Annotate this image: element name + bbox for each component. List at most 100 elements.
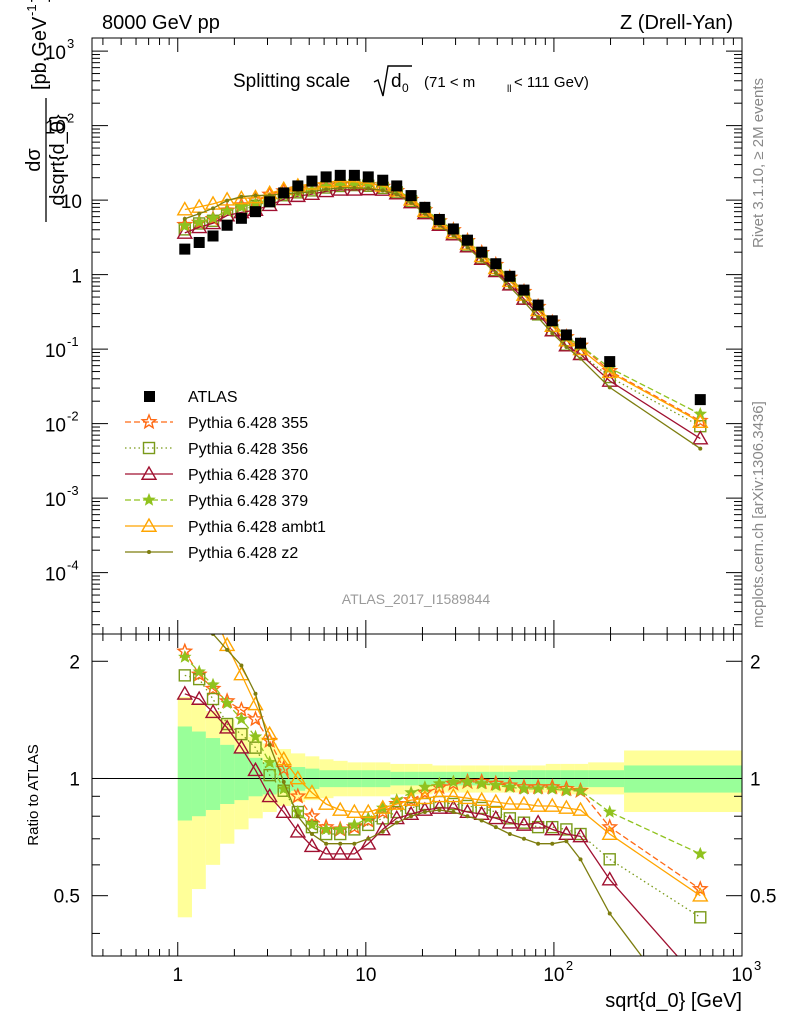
ratio-line (184, 693, 679, 956)
dot-marker (253, 691, 258, 696)
star-marker-filled (446, 774, 461, 788)
star-marker (190, 665, 208, 682)
dot-marker (309, 832, 314, 837)
legend-label: Pythia 6.428 370 (188, 467, 308, 484)
triangle-marker (289, 770, 307, 785)
y-tick-label: 10 (45, 341, 66, 362)
y-label-unit-end: ] (29, 0, 51, 2)
dot-marker (352, 841, 357, 846)
triangle-marker (218, 719, 236, 734)
star-marker-filled (234, 199, 249, 213)
y-tick-label: 10 (45, 118, 66, 139)
atlas-data-point (320, 171, 332, 183)
triangle-marker (515, 816, 533, 831)
dot-marker (521, 836, 526, 841)
dot-marker (338, 185, 343, 190)
square-marker (390, 805, 403, 819)
dot-marker (437, 807, 442, 812)
triangle-marker (416, 789, 434, 805)
dot-marker (493, 825, 498, 830)
square-marker (142, 441, 156, 455)
star-marker (416, 783, 434, 800)
star-marker-filled (693, 407, 708, 420)
dot-marker (239, 663, 244, 668)
y-tick-label-exponent: -4 (67, 558, 79, 573)
atlas-data-point (179, 243, 191, 255)
triangle-marker (692, 430, 709, 445)
atlas-data-point (377, 174, 389, 186)
atlas-data-point (560, 329, 572, 341)
star-marker-filled (489, 778, 503, 792)
triangle-marker (572, 827, 589, 843)
stat-uncertainty-band (220, 744, 235, 804)
dot-marker (225, 647, 230, 652)
square-marker (531, 820, 545, 834)
atlas-data-point (249, 206, 261, 218)
triangle-marker (544, 820, 561, 836)
ratio-plot-frame (91, 633, 743, 957)
star-marker-filled (220, 696, 234, 709)
square-marker (603, 853, 616, 866)
atlas-data-point (604, 356, 616, 368)
atlas-data-point (235, 212, 247, 224)
triangle-marker (303, 784, 321, 799)
ratio-series (176, 634, 709, 956)
triangle-marker (332, 801, 349, 816)
triangle-marker (289, 187, 307, 203)
atlas-data-point (694, 394, 706, 406)
dot-marker (267, 742, 272, 747)
star-marker-filled (192, 664, 206, 678)
stat-uncertainty-band (624, 765, 742, 793)
dot-marker (465, 814, 470, 819)
rivet-version-label: Rivet 3.1.10, ≥ 2M events (750, 78, 767, 248)
triangle-marker (247, 695, 264, 711)
square-marker (178, 669, 191, 682)
triangle-marker (544, 797, 561, 812)
triangle-marker (346, 845, 363, 860)
triangle-marker (601, 871, 618, 886)
stat-uncertainty-band (234, 751, 249, 801)
triangle-marker (317, 845, 335, 860)
triangle-marker (218, 191, 236, 206)
star-marker (601, 818, 619, 835)
triangle-marker (360, 835, 377, 850)
atlas-data-point (292, 180, 304, 192)
square-marker (447, 797, 460, 811)
dot-marker (422, 810, 427, 815)
stat-uncertainty-band (248, 757, 263, 797)
star-marker (140, 413, 158, 430)
star-marker-filled (693, 846, 708, 860)
star-marker-filled (305, 817, 319, 831)
triangle-marker (487, 793, 505, 808)
triangle-marker (473, 791, 490, 807)
dot-marker (352, 185, 357, 190)
dot-marker (698, 446, 703, 451)
star-marker-filled (474, 776, 489, 790)
triangle-marker (204, 703, 222, 719)
triangle-marker (416, 801, 434, 816)
dot-marker (607, 385, 612, 390)
atlas-data-point (391, 180, 403, 192)
atlas-data-point (264, 196, 276, 208)
x-tick-label-exponent: 2 (566, 958, 573, 973)
y-tick-label-exponent: -2 (67, 409, 79, 424)
dot-marker (281, 779, 286, 784)
mcplots-source-label: mcplots.cern.ch [arXiv:1306.3436] (750, 401, 767, 628)
star-marker-filled (602, 804, 617, 818)
triangle-marker (558, 799, 575, 814)
legend-atlas-marker (144, 391, 155, 402)
triangle-marker (459, 789, 476, 805)
triangle-marker (275, 803, 292, 818)
triangle-marker (402, 791, 420, 807)
plot-title-main: Splitting scale (233, 71, 350, 92)
dot-marker (225, 198, 230, 203)
atlas-data-point (461, 234, 473, 246)
triangle-marker (445, 787, 462, 803)
square-marker (220, 717, 234, 731)
atlas-data-point (447, 223, 459, 235)
y-label-denominator: dsqrt{d_0} (47, 114, 69, 206)
dot-marker (465, 245, 470, 250)
star-marker-filled (418, 780, 432, 793)
triangle-marker (332, 845, 349, 860)
